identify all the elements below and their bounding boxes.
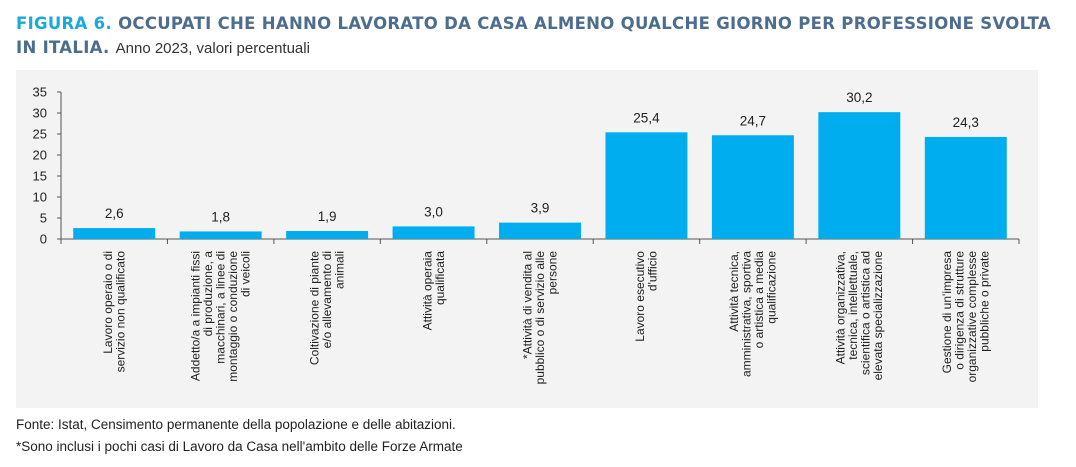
x-category-label-line: Attività operaia: [420, 251, 434, 331]
y-tick-label: 10: [33, 190, 47, 205]
x-category-label-line: qualificazione: [765, 251, 779, 324]
x-category-label-line: montaggio o conduzione: [226, 251, 240, 382]
footnote: *Sono inclusi i pochi casi di Lavoro da …: [16, 439, 463, 454]
bar-value-label: 2,6: [105, 206, 124, 221]
x-category-label-line: Lavoro esecutivo: [633, 251, 647, 342]
y-tick-label: 5: [40, 211, 47, 226]
x-category-label-line: persone: [546, 251, 560, 295]
bar: [605, 132, 688, 239]
y-tick-label: 35: [33, 85, 47, 100]
chart-panel: 0 5 10 15 20 25 30 35 2,6 Lavoro operaio o diserv…: [16, 70, 1038, 408]
bar-value-label: 30,2: [846, 90, 872, 105]
bar: [711, 135, 794, 239]
x-category-label: Attività organizzativa,tecnica, intellet…: [834, 251, 886, 381]
x-category-label-line: organizzative complesse: [965, 251, 979, 383]
bar-value-label: 1,8: [211, 209, 230, 224]
bar: [286, 231, 369, 239]
x-category-label-line: pubblico o di servizio alle: [533, 251, 547, 385]
y-tick-label: 30: [33, 106, 47, 121]
bar-value-label: 24,3: [953, 115, 979, 130]
x-category-label-line: d'ufficio: [646, 251, 660, 291]
y-tick-label: 0: [40, 232, 47, 247]
figure-title-line-1: FIGURA 6. OCCUPATI CHE HANNO LAVORATO DA…: [16, 12, 1066, 36]
x-category-label: Lavoro esecutivod'ufficio: [633, 251, 660, 342]
bar: [499, 222, 581, 239]
x-category-label-line: pubbliche o private: [978, 251, 992, 352]
bar-chart: 0 5 10 15 20 25 30 35 2,6 Lavoro operaio o diserv…: [33, 85, 1020, 385]
x-category-label: Addetto/a a impianti fissidi produzione,…: [189, 251, 253, 382]
figure-label: FIGURA 6.: [16, 14, 113, 33]
bar: [924, 136, 1007, 239]
x-category-label-line: o artistica a media: [752, 251, 766, 349]
bar-value-label: 3,0: [424, 204, 443, 219]
x-category-label-line: macchinari, a linee di: [214, 251, 228, 364]
bar-value-label: 24,7: [740, 113, 766, 128]
bar-value-label: 3,9: [531, 201, 550, 216]
bar-value-label: 25,4: [633, 110, 660, 125]
x-category-label-line: Gestione di un'impresa: [940, 251, 954, 374]
x-category-label-line: amministrativa, sportiva: [740, 251, 754, 377]
x-category-label-line: di produzione, a: [201, 251, 215, 337]
x-category-label: Lavoro operaio o diservizio non qualific…: [101, 251, 128, 373]
x-category-label-line: Lavoro operaio o di: [101, 251, 115, 354]
bar: [818, 112, 901, 239]
bar-value-label: 1,9: [318, 209, 337, 224]
x-category-label-line: Addetto/a a impianti fissi: [189, 251, 203, 381]
figure-subtitle: Anno 2023, valori percentuali: [115, 40, 310, 57]
x-category-label-line: animali: [333, 251, 347, 289]
x-category-label-line: elevata specializzazione: [871, 251, 885, 381]
x-category-label: *Attività di vendita alpubblico o di ser…: [521, 251, 560, 385]
source-note: Fonte: Istat, Censimento permanente dell…: [16, 417, 456, 432]
x-category-label-line: Attività tecnica,: [727, 251, 741, 332]
y-tick-label: 15: [33, 169, 47, 184]
x-category-label-line: di veicoli: [239, 251, 253, 297]
y-tick-label: 20: [33, 148, 47, 163]
x-category-label: Attività tecnica,amministrativa, sportiv…: [727, 251, 779, 377]
figure-title: OCCUPATI CHE HANNO LAVORATO DA CASA ALME…: [118, 14, 1052, 33]
figure-notes: Fonte: Istat, Censimento permanente dell…: [16, 414, 463, 458]
x-category-label-line: o dirigenza di strutture: [953, 251, 967, 370]
y-tick-label: 25: [33, 127, 47, 142]
x-category-label-line: Attività organizzativa,: [834, 251, 848, 364]
figure-title-line-2: IN ITALIA. Anno 2023, valori percentuali: [16, 36, 1066, 61]
bar: [179, 231, 262, 239]
x-category-label-line: servizio non qualificato: [113, 251, 127, 373]
x-category-label-line: tecnica, intellettuale,: [846, 251, 860, 360]
x-category-label: Attività operaiaqualificata: [420, 251, 447, 331]
x-category-label-line: *Attività di vendita al: [521, 251, 535, 359]
x-category-label-line: Coltivazione di piante: [308, 251, 322, 365]
x-category-label-line: qualificata: [433, 251, 447, 305]
x-category-label-line: e/o allevamento di: [320, 251, 334, 348]
bar: [73, 228, 156, 239]
figure-title-continued: IN ITALIA.: [16, 38, 110, 57]
figure-header: FIGURA 6. OCCUPATI CHE HANNO LAVORATO DA…: [16, 12, 1066, 61]
bar: [392, 226, 475, 239]
x-category-label-line: scientifica o artistica ad: [859, 251, 873, 375]
x-category-label: Gestione di un'impresao dirigenza di str…: [940, 251, 992, 383]
x-category-label: Coltivazione di piantee/o allevamento di…: [308, 251, 347, 365]
